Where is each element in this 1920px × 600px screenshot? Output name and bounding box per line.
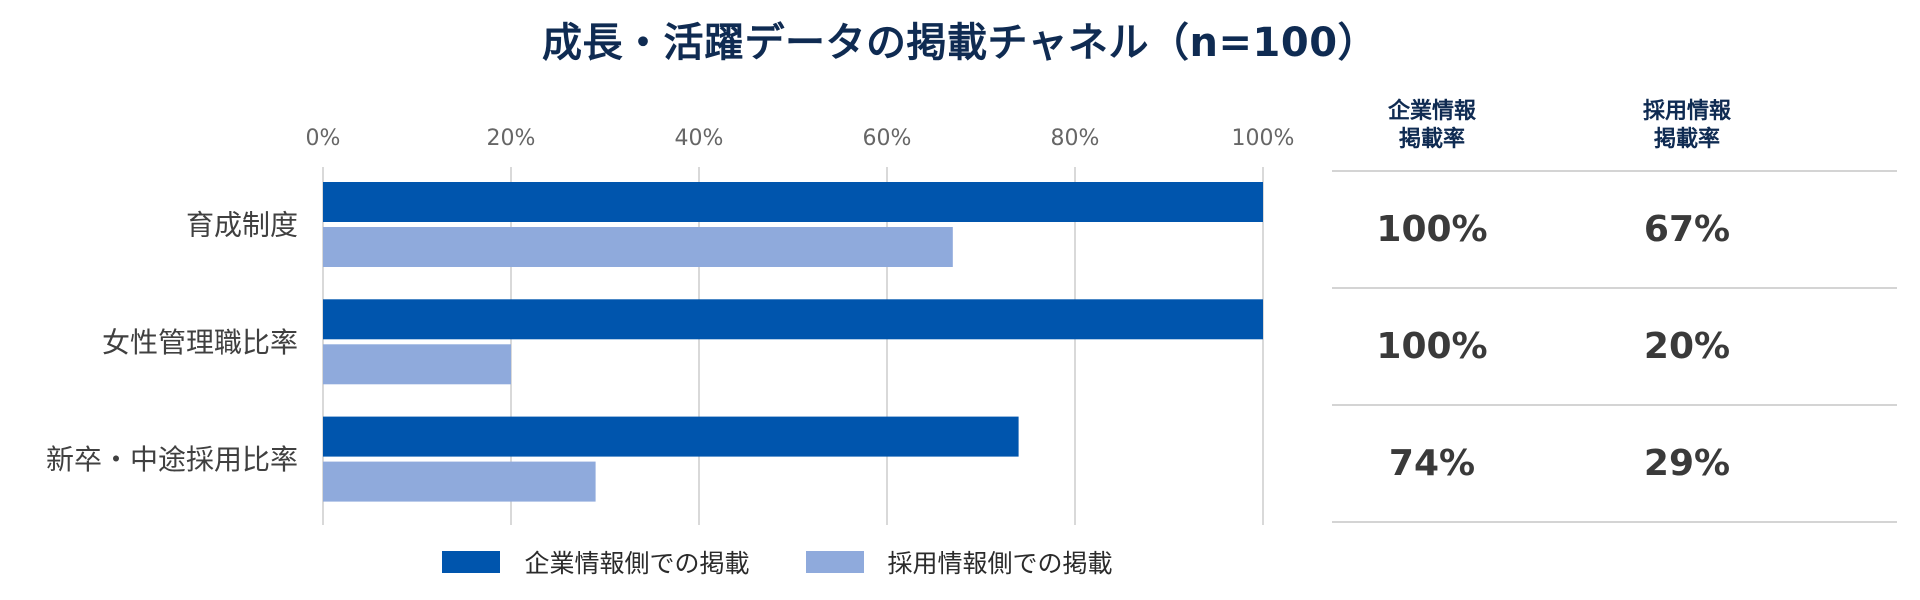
- x-tick-label: 60%: [863, 126, 912, 151]
- chart-title: 成長・活躍データの掲載チャネル（n=100）: [541, 20, 1379, 66]
- table-header: 企業情報 掲載率 採用情報 掲載率: [1332, 98, 1897, 172]
- x-tick-label: 0%: [306, 126, 341, 151]
- legend-item-corporate: 企業情報側での掲載: [442, 544, 750, 580]
- header-corporate-rate: 企業情報 掲載率: [1332, 98, 1532, 154]
- corporate-rate-value: 74%: [1388, 443, 1476, 484]
- recruit-rate-value: 67%: [1643, 209, 1731, 250]
- x-tick-labels: 0% 20% 40% 60% 80% 100%: [306, 126, 1295, 151]
- corporate-rate-value: 100%: [1376, 326, 1488, 367]
- x-tick-label: 40%: [675, 126, 724, 151]
- header-recruit-rate: 採用情報 掲載率: [1587, 98, 1787, 154]
- header-recruit-line1: 採用情報: [1642, 99, 1731, 124]
- legend-swatch-corporate: [442, 551, 501, 573]
- header-recruit-line2: 掲載率: [1653, 127, 1720, 152]
- header-corporate-line2: 掲載率: [1398, 127, 1465, 152]
- bar-recruit: [323, 344, 511, 385]
- legend-swatch-recruit: [805, 551, 864, 573]
- bar-corporate: [323, 182, 1263, 222]
- bar-corporate: [323, 416, 1019, 457]
- rate-table: 企業情報 掲載率 採用情報 掲載率 100% 67% 100% 20% 74% …: [1332, 98, 1897, 523]
- legend-item-recruit: 採用情報側での掲載: [805, 544, 1113, 580]
- table-row: 100% 67%: [1332, 172, 1897, 289]
- bar-corporate: [323, 299, 1263, 340]
- category-label: 新卒・中途採用比率: [46, 443, 298, 476]
- x-tick-label: 100%: [1232, 126, 1295, 151]
- x-tick-label: 20%: [487, 126, 536, 151]
- recruit-rate-value: 29%: [1643, 443, 1731, 484]
- legend: 企業情報側での掲載 採用情報側での掲載: [0, 544, 1555, 580]
- bar-recruit: [323, 227, 953, 267]
- bar-recruit: [323, 461, 596, 502]
- legend-label-recruit: 採用情報側での掲載: [887, 549, 1113, 578]
- legend-label-corporate: 企業情報側での掲載: [524, 549, 750, 578]
- corporate-rate-value: 100%: [1376, 209, 1488, 250]
- x-tick-label: 80%: [1051, 126, 1100, 151]
- table-row: 74% 29%: [1332, 406, 1897, 523]
- category-label: 女性管理職比率: [102, 326, 298, 359]
- header-corporate-line1: 企業情報: [1387, 99, 1476, 124]
- recruit-rate-value: 20%: [1643, 326, 1731, 367]
- bars: [323, 182, 1263, 502]
- table-row: 100% 20%: [1332, 289, 1897, 406]
- category-label: 育成制度: [186, 209, 298, 242]
